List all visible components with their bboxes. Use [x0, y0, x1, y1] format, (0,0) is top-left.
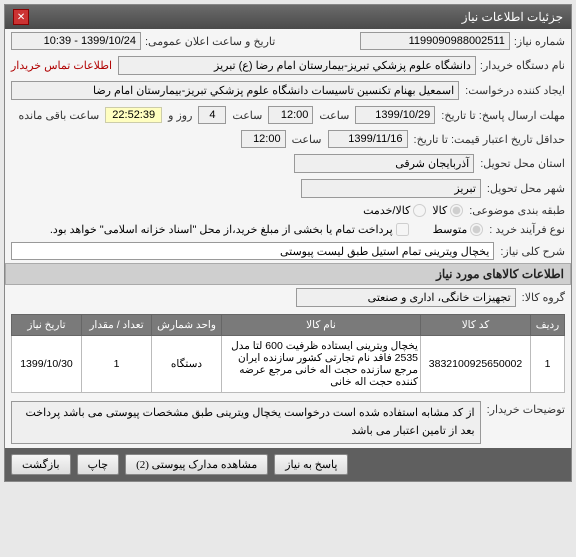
countdown: 22:52:39: [105, 107, 162, 123]
bundle-label: طبقه بندی موضوعی:: [469, 204, 565, 217]
items-table: ردیف کد کالا نام کالا واحد شمارش تعداد /…: [11, 314, 565, 393]
row-validity: حداقل تاریخ اعتبار قیمت: تا تاریخ: 1399/…: [5, 127, 571, 151]
province-value: آذربایجان شرقی: [294, 154, 474, 173]
answer-button[interactable]: پاسخ به نیاز: [274, 454, 348, 475]
valid-label: حداقل تاریخ اعتبار قیمت: تا تاریخ:: [414, 133, 565, 146]
attachments-button[interactable]: مشاهده مدارک پیوستی (2): [125, 454, 268, 475]
days-label: روز و: [168, 109, 192, 122]
city-label: شهر محل تحویل:: [487, 182, 565, 195]
close-icon[interactable]: ✕: [13, 9, 29, 25]
summary-input[interactable]: [11, 242, 494, 260]
cell-code: 3832100925650002: [421, 336, 531, 393]
cell-name: یخچال ویترینی ایستاده ظرفیت 600 لتا مدل …: [222, 336, 421, 393]
cell-row: 1: [531, 336, 565, 393]
cell-date: 1399/10/30: [12, 336, 82, 393]
col-row: ردیف: [531, 315, 565, 336]
titlebar: جزئیات اطلاعات نیاز ✕: [5, 5, 571, 29]
buyer-note: از کد مشابه استفاده شده است درخواست یخچا…: [11, 401, 481, 444]
buyer-contact-link[interactable]: اطلاعات تماس خریدار: [11, 59, 112, 72]
deadline-hour: 12:00: [268, 106, 313, 124]
cell-qty: 1: [82, 336, 152, 393]
print-button[interactable]: چاپ: [77, 454, 120, 475]
request-no: 1199090988002511: [360, 32, 510, 50]
deadline-label: مهلت ارسال پاسخ: تا تاریخ:: [441, 109, 565, 122]
summary-label: شرح کلی نیاز:: [500, 245, 565, 258]
buyer-label: نام دستگاه خریدار:: [480, 59, 565, 72]
items-section-header: اطلاعات کالاهای مورد نیاز: [5, 263, 571, 285]
row-city: شهر محل تحویل: تبریز: [5, 176, 571, 201]
col-date: تاریخ نیاز: [12, 315, 82, 336]
buyer-note-label: توضیحات خریدار:: [487, 401, 565, 416]
hour-label-1: ساعت: [319, 109, 349, 122]
col-qty: تعداد / مقدار: [82, 315, 152, 336]
table-row[interactable]: 1 3832100925650002 یخچال ویترینی ایستاده…: [12, 336, 565, 393]
group-label: گروه کالا:: [522, 291, 565, 304]
announce-value: 1399/10/24 - 10:39: [11, 32, 141, 50]
creator-label: ایجاد کننده درخواست:: [465, 84, 565, 97]
check-treasury[interactable]: پرداخت تمام یا بخشی از مبلغ خرید،از محل …: [50, 223, 409, 236]
dialog: جزئیات اطلاعات نیاز ✕ شماره نیاز: 119909…: [4, 4, 572, 482]
hour-label-2: ساعت: [292, 133, 322, 146]
col-code: کد کالا: [421, 315, 531, 336]
col-unit: واحد شمارش: [152, 315, 222, 336]
valid-date: 1399/11/16: [328, 130, 408, 148]
cell-unit: دستگاه: [152, 336, 222, 393]
row-bundle: طبقه بندی موضوعی: کالا کالا/خدمت: [5, 201, 571, 220]
row-province: استان محل تحویل: آذربایجان شرقی: [5, 151, 571, 176]
buyer-value: دانشگاه علوم پزشكي تبريز-بيمارستان امام …: [118, 56, 476, 75]
announce-label: تاریخ و ساعت اعلان عمومی:: [145, 35, 275, 48]
row-request-no: شماره نیاز: 1199090988002511 تاریخ و ساع…: [5, 29, 571, 53]
deadline-date: 1399/10/29: [355, 106, 435, 124]
proc-label: نوع فرآیند خرید :: [489, 223, 565, 236]
radio-medium[interactable]: متوسط: [433, 223, 484, 236]
row-summary: شرح کلی نیاز:: [5, 239, 571, 263]
hour-label-1b: ساعت: [232, 109, 262, 122]
row-creator: ایجاد کننده درخواست: اسمعيل بهنام تكنسين…: [5, 78, 571, 103]
group-value: تجهیزات خانگی، اداری و صنعتی: [296, 288, 516, 307]
button-bar: پاسخ به نیاز مشاهده مدارک پیوستی (2) چاپ…: [5, 448, 571, 481]
radio-goods[interactable]: کالا: [432, 204, 463, 217]
city-value: تبریز: [301, 179, 481, 198]
valid-hour: 12:00: [241, 130, 286, 148]
province-label: استان محل تحویل:: [480, 157, 565, 170]
row-buyer: نام دستگاه خریدار: دانشگاه علوم پزشكي تب…: [5, 53, 571, 78]
countdown-after: ساعت باقی مانده: [19, 109, 100, 122]
back-button[interactable]: بازگشت: [11, 454, 71, 475]
row-buyer-note: توضیحات خریدار: از کد مشابه استفاده شده …: [5, 397, 571, 448]
window-title: جزئیات اطلاعات نیاز: [462, 10, 563, 24]
col-name: نام کالا: [222, 315, 421, 336]
radio-service[interactable]: کالا/خدمت: [363, 204, 426, 217]
row-deadline: مهلت ارسال پاسخ: تا تاریخ: 1399/10/29 سا…: [5, 103, 571, 127]
request-no-label: شماره نیاز:: [514, 35, 565, 48]
row-group: گروه کالا: تجهیزات خانگی، اداری و صنعتی: [5, 285, 571, 310]
days-left: 4: [198, 106, 226, 124]
row-proc: نوع فرآیند خرید : متوسط پرداخت تمام یا ب…: [5, 220, 571, 239]
creator-value: اسمعيل بهنام تكنسين تاسيسات دانشگاه علوم…: [11, 81, 459, 100]
